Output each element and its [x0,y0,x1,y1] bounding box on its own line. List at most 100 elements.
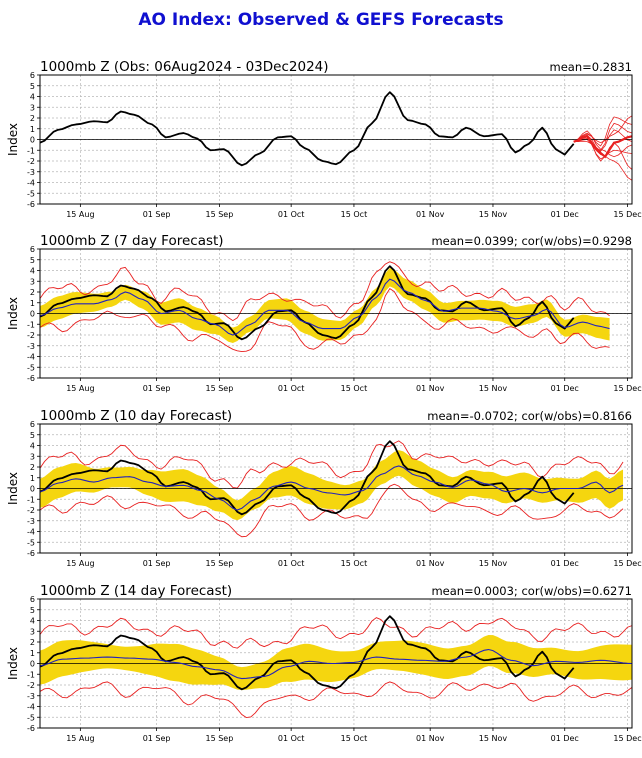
ensemble-spread-band [40,634,632,691]
panel-stat: mean=0.0003; cor(w/obs)=0.6271 [431,584,632,598]
x-tick-label: 01 Dec [551,734,579,743]
y-tick-label: 1 [30,474,35,483]
y-tick-label: -1 [27,670,35,679]
y-tick-label: -5 [27,713,35,722]
y-tick-label: 6 [30,245,35,254]
x-tick-label: 15 Oct [341,734,368,743]
y-axis-label: Index [6,472,20,505]
ensemble-spread-band [40,450,624,521]
x-tick-label: 15 Dec [613,210,641,219]
y-tick-label: -2 [27,506,35,515]
y-tick-label: -2 [27,331,35,340]
y-tick-label: -6 [27,200,35,209]
y-tick-label: -6 [27,724,35,733]
y-axis-label: Index [6,297,20,330]
y-tick-label: 0 [30,310,35,319]
y-tick-label: -1 [27,320,35,329]
y-tick-label: -1 [27,146,35,155]
x-tick-label: 15 Sep [205,559,233,568]
x-tick-label: 15 Nov [479,210,508,219]
ensemble-min-line [39,483,624,538]
y-tick-label: 0 [30,136,35,145]
x-tick-label: 01 Nov [416,559,445,568]
x-tick-label: 15 Sep [205,734,233,743]
panel-title: 1000mb Z (10 day Forecast) [40,408,232,424]
y-tick-label: -3 [27,517,35,526]
y-tick-label: -5 [27,189,35,198]
x-tick-label: 15 Aug [66,210,94,219]
x-tick-label: 15 Dec [613,384,641,393]
main-title: AO Index: Observed & GEFS Forecasts [138,10,504,30]
y-tick-label: 1 [30,125,35,134]
y-tick-label: 0 [30,660,35,669]
x-tick-label: 15 Dec [613,734,641,743]
ensemble-member-line [573,137,633,181]
x-tick-label: 01 Oct [278,210,305,219]
x-tick-label: 15 Aug [66,734,94,743]
x-tick-label: 01 Dec [551,559,579,568]
ensemble-member-line [573,122,633,151]
chart-svg-2: -6 -5-4 -3 -2 -10 1 2 34 5 6 15 Aug 01 Sep 15 Sep 01 … [6,233,642,393]
x-tick-label: 15 Sep [205,210,233,219]
y-tick-label: 2 [30,638,35,647]
observed-line [39,615,575,691]
y-tick-label: -1 [27,495,35,504]
x-tick-label: 15 Oct [341,559,368,568]
y-tick-label: 2 [30,463,35,472]
y-tick-label: 4 [30,93,35,102]
panel-stat: mean=0.0399; cor(w/obs)=0.9298 [431,234,632,248]
ensemble-max-line [39,440,624,489]
x-tick-label: 01 Sep [143,210,171,219]
y-tick-label: -4 [27,528,35,537]
y-tick-label: 6 [30,420,35,429]
x-tick-label: 01 Sep [143,384,171,393]
x-tick-label: 01 Oct [278,384,305,393]
y-tick-label: -6 [27,549,35,558]
y-tick-label: 5 [30,256,35,265]
x-tick-label: 01 Sep [143,734,171,743]
y-tick-label: 5 [30,431,35,440]
y-tick-label: -4 [27,179,35,188]
x-tick-label: 01 Nov [416,384,445,393]
x-tick-label: 01 Dec [551,210,579,219]
x-tick-label: 15 Dec [613,559,641,568]
ensemble-member-line [573,116,633,147]
y-tick-label: 4 [30,442,35,451]
x-tick-label: 15 Nov [479,559,508,568]
chart-svg-1: -6 -5-4 -3 -2 -10 1 2 34 5 6 15 Aug 01 Sep 15 Sep 01 … [6,59,642,219]
y-tick-label: -6 [27,374,35,383]
panel-title: 1000mb Z (14 day Forecast) [40,583,232,599]
y-tick-label: -3 [27,692,35,701]
x-tick-label: 01 Nov [416,210,445,219]
y-tick-label: 5 [30,606,35,615]
x-tick-label: 01 Nov [416,734,445,743]
observed-line [39,440,575,516]
panel-title: 1000mb Z (7 day Forecast) [40,233,224,249]
y-tick-label: -5 [27,538,35,547]
forecast-mean-line [39,648,633,680]
chart-panel-4: -6 -5 -4 -3 -2 -1 0 1 2 3 4 5 6 15 Aug 01 Sep 15 Sep 01 … [0,582,642,758]
observed-line [39,91,575,167]
forecast-mean-line [39,278,610,336]
y-tick-label: 0 [30,485,35,494]
y-tick-label: 2 [30,288,35,297]
ensemble-min-line [39,681,633,718]
y-tick-label: -2 [27,157,35,166]
x-tick-label: 15 Sep [205,384,233,393]
ensemble-max-line [39,261,610,322]
y-tick-label: 3 [30,103,35,112]
x-tick-label: 01 Oct [278,734,305,743]
y-tick-label: -4 [27,353,35,362]
x-tick-label: 01 Sep [143,559,171,568]
ensemble-min-line [39,287,610,353]
y-tick-label: -5 [27,363,35,372]
forecast-mean-line [39,465,624,511]
x-tick-label: 01 Oct [278,559,305,568]
x-tick-label: 01 Dec [551,384,579,393]
y-tick-label: 1 [30,299,35,308]
y-tick-label: 3 [30,627,35,636]
chart-panel-1: -6 -5 -4 -3 -2 -1 0 1 2 3 4 5 6 15 Aug 01 Sep 15 Sep 01 … [0,58,642,234]
ensemble-max-line [39,617,633,649]
y-tick-label: -2 [27,681,35,690]
y-axis-label: Index [6,123,20,156]
